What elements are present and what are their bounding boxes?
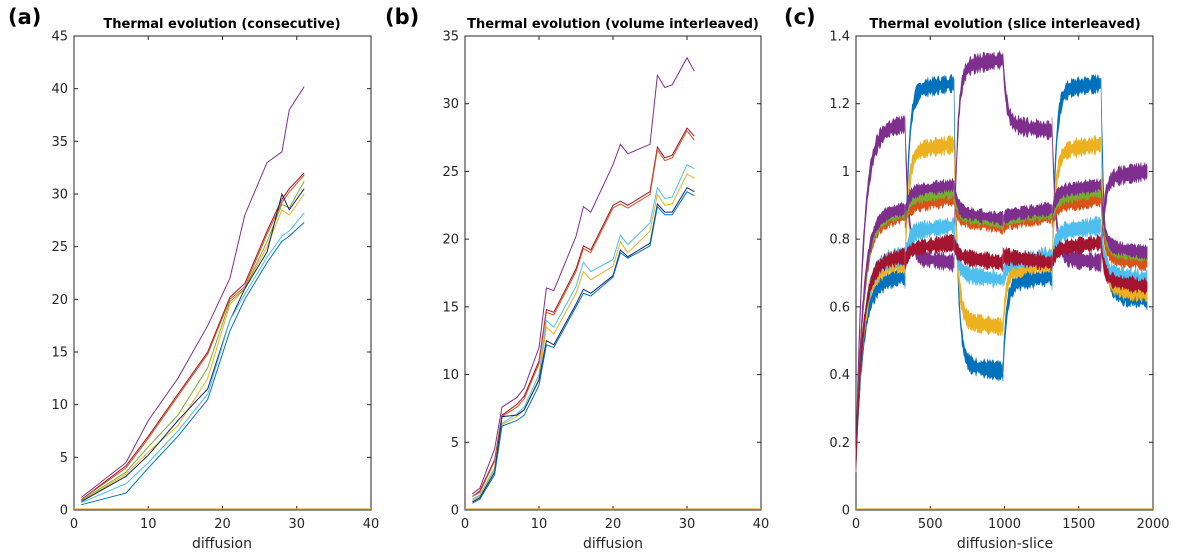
x-tick-label-a: 20: [214, 517, 231, 532]
series-band-dark-purple: [855, 177, 1148, 470]
y-tick-label-c: 1.4: [829, 30, 850, 45]
y-tick-label-a: 5: [60, 451, 68, 466]
y-tick-label-b: 20: [442, 233, 459, 248]
plot-area-c: 0 500 1000 1500 2000 0 0.2 0.4 0.6 0.8 1 1.2 1.4: [829, 30, 1169, 533]
x-tick-label-c: 2000: [1136, 517, 1169, 532]
x-axis-label-c: diffusion-slice: [957, 536, 1053, 552]
band-segment-light-blue: [953, 220, 1004, 289]
panel-c: (c) Thermal evolution (slice interleaved…: [784, 5, 1170, 552]
panel-letter-b: (b): [385, 5, 419, 29]
x-tick-label-c: 500: [918, 517, 943, 532]
axes-frame-b: [464, 35, 762, 511]
y-tick-label-a: 30: [51, 188, 68, 203]
series-line-purple: [81, 86, 305, 498]
y-tick-label-b: 25: [442, 165, 459, 180]
x-tick-label-b: 0: [461, 517, 469, 532]
series-line-dark-red: [81, 172, 305, 500]
band-segment-dark-red: [904, 233, 955, 270]
x-tick-label-b: 20: [605, 517, 622, 532]
series-line-orange: [472, 129, 695, 497]
plot-area-a: 0 10 20 30 40 0 5 10 15 20 25 30 35 40 45: [51, 30, 379, 533]
plot-area-b: 0 10 20 30 40 0 5 10 15 20 25 30 35: [442, 30, 769, 533]
panel-b: (b) Thermal evolution (volume interleave…: [385, 5, 769, 552]
y-tick-label-b: 0: [451, 504, 459, 519]
y-tick-label-b: 5: [451, 436, 459, 451]
panel-a: (a) Thermal evolution (consecutive) diff…: [8, 5, 379, 552]
y-tick-label-a: 45: [51, 30, 68, 45]
band-segment-dark-purple: [1100, 179, 1148, 261]
x-axis-label-b: diffusion: [583, 536, 643, 552]
axes-frame-a: [73, 35, 372, 511]
band-segment-dark-red: [1100, 234, 1148, 296]
x-tick-label-b: 30: [679, 517, 696, 532]
chart-title-b: Thermal evolution (volume interleaved): [467, 17, 759, 32]
panel-letter-a: (a): [8, 5, 41, 29]
y-tick-label-b: 15: [442, 300, 459, 315]
y-tick-label-c: 0: [842, 504, 850, 519]
chart-title-c: Thermal evolution (slice interleaved): [869, 17, 1140, 32]
y-tick-label-b: 35: [442, 30, 459, 45]
y-tick-label-c: 1: [842, 165, 850, 180]
y-tick-label-a: 0: [60, 504, 68, 519]
y-tick-label-c: 0.2: [829, 436, 850, 451]
series-line-blue: [472, 191, 695, 504]
band-segment-blue: [953, 78, 1004, 382]
y-tick-label-a: 20: [51, 293, 68, 308]
series-line-yellow: [472, 173, 695, 501]
series-line-light-blue: [472, 164, 695, 500]
band-segment-dark-purple: [953, 180, 1004, 227]
band-segment-dark-red: [953, 237, 1004, 273]
x-tick-label-a: 0: [70, 517, 78, 532]
x-tick-label-a: 10: [140, 517, 157, 532]
x-tick-label-c: 1000: [988, 517, 1021, 532]
y-tick-label-a: 10: [51, 398, 68, 413]
y-tick-label-c: 0.6: [829, 300, 850, 315]
x-axis-label-a: diffusion: [192, 536, 252, 552]
y-tick-label-a: 35: [51, 135, 68, 150]
x-tick-label-a: 30: [288, 517, 305, 532]
series-line-green: [81, 181, 305, 501]
chart-title-a: Thermal evolution (consecutive): [103, 17, 340, 32]
series-line-light-blue: [81, 212, 305, 504]
y-tick-label-c: 1.2: [829, 97, 850, 112]
x-tick-label-c: 1500: [1062, 517, 1095, 532]
y-tick-label-b: 10: [442, 368, 459, 383]
x-tick-label-b: 40: [753, 517, 770, 532]
y-tick-label-c: 0.8: [829, 233, 850, 248]
y-tick-label-b: 30: [442, 97, 459, 112]
series-line-dark-blue: [472, 187, 695, 503]
panel-letter-c: (c): [784, 5, 816, 29]
series-line-purple: [472, 56, 695, 495]
series-line-dark-red: [472, 127, 695, 497]
band-segment-purple: [1100, 162, 1148, 272]
series-line-blue: [81, 222, 305, 506]
y-tick-label-a: 25: [51, 240, 68, 255]
x-tick-label-c: 0: [852, 517, 860, 532]
y-tick-label-c: 0.4: [829, 368, 850, 383]
series-band-dark-red: [855, 233, 1148, 467]
series-line-yellow: [81, 193, 305, 503]
y-tick-label-a: 40: [51, 82, 68, 97]
band-segment-yellow: [953, 139, 1004, 338]
x-tick-label-a: 40: [363, 517, 380, 532]
x-tick-label-b: 10: [531, 517, 548, 532]
y-tick-label-a: 15: [51, 346, 68, 361]
